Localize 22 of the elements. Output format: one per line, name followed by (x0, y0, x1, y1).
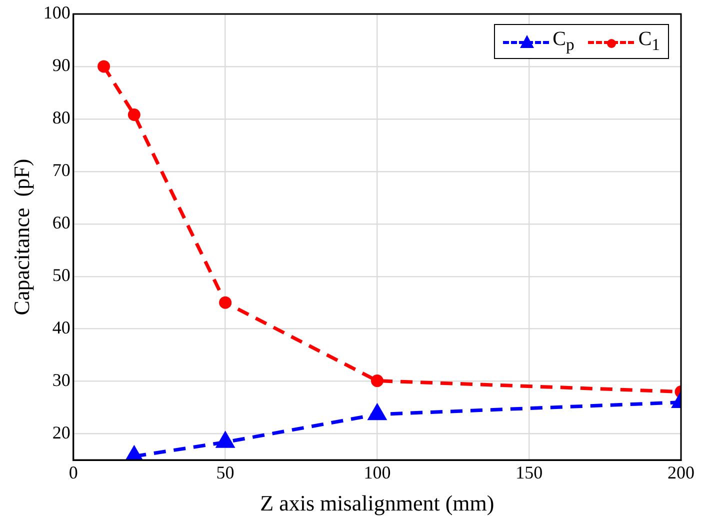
point (216, 432, 234, 448)
y-tick-label: 80 (52, 108, 70, 128)
y-tick-label: 40 (52, 318, 70, 338)
point (128, 108, 140, 121)
point (219, 296, 232, 309)
y-tick-label: 70 (52, 160, 70, 180)
y-tick-label: 90 (52, 55, 70, 76)
y-axis-title: Capacitance (pF) (8, 158, 34, 316)
x-tick-label: 200 (668, 462, 694, 483)
y-tick-label: 50 (52, 265, 70, 286)
x-tick-label: 0 (68, 462, 78, 483)
x-tick-label: 150 (516, 462, 543, 483)
y-tick-label: 20 (52, 422, 70, 442)
legend-label: C$_{1}$ (638, 28, 660, 55)
x-tick-label: 100 (364, 462, 391, 483)
y-tick-label: 100 (43, 2, 70, 23)
x-axis-title: Z axis misalignment (mm) (260, 490, 494, 516)
point (98, 60, 110, 73)
legend-label: C$_{p}$ (552, 28, 574, 55)
y-tick-label: 60 (52, 212, 70, 233)
y-tick-label: 30 (52, 370, 70, 390)
x-tick-label: 50 (216, 462, 234, 483)
